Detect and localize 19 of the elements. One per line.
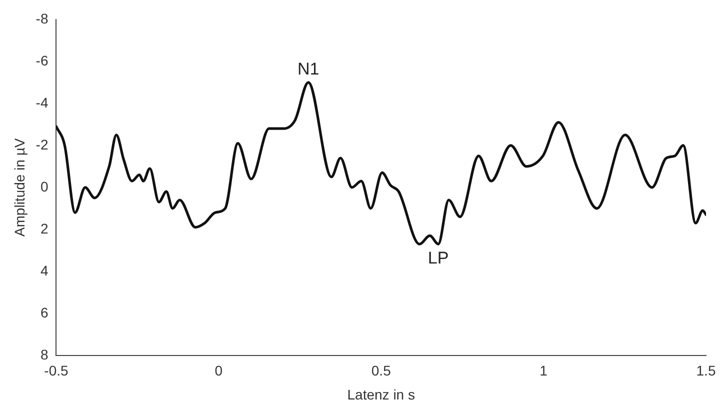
y-tick-label: -6 — [36, 52, 48, 68]
x-tick-label: 1.5 — [696, 362, 716, 379]
x-tick-label: 0.5 — [371, 362, 392, 379]
y-tick-label: 0 — [40, 178, 48, 194]
x-tick-label: 1 — [540, 362, 548, 379]
x-tick-label: -0.5 — [44, 362, 69, 379]
line-series — [56, 81, 706, 246]
y-axis-title: Amplitude in µV — [11, 138, 28, 237]
y-tick-label: -8 — [36, 10, 48, 26]
annotation: N1 — [297, 60, 320, 79]
y-tick-label: 8 — [40, 346, 48, 362]
x-axis-title: Latenz in s — [347, 386, 415, 402]
y-tick-label: 4 — [40, 262, 48, 278]
annotation: LP — [428, 248, 449, 268]
x-tick-label: 0 — [214, 362, 223, 379]
y-tick-label: 6 — [40, 304, 48, 320]
y-tick-label: -4 — [36, 94, 48, 110]
y-tick-label: -2 — [36, 136, 48, 152]
y-tick-label: 2 — [40, 220, 48, 236]
